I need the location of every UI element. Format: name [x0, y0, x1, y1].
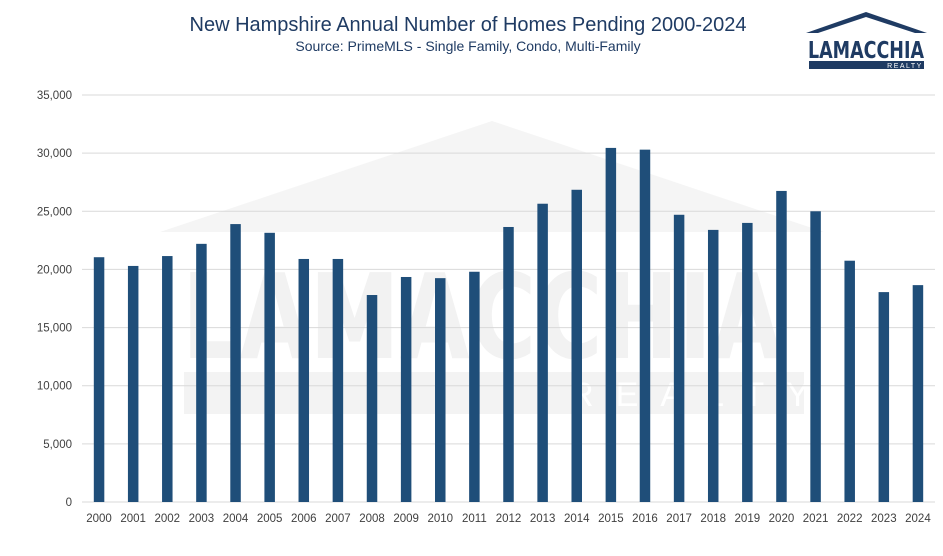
y-tick-label: 15,000 — [37, 323, 72, 335]
bar-2001 — [127, 265, 139, 502]
y-tick-label: 35,000 — [37, 90, 72, 102]
x-tick-label: 2022 — [837, 513, 863, 525]
x-tick-label: 2000 — [86, 513, 112, 525]
bar-2006 — [298, 258, 310, 502]
bar-2005 — [264, 232, 275, 502]
logo-tagline-band — [809, 61, 924, 69]
watermark-band — [184, 372, 804, 414]
bar-2003 — [196, 243, 207, 503]
bars — [93, 147, 924, 503]
x-tick-label: 2006 — [291, 513, 317, 525]
bar-2020 — [776, 190, 787, 502]
logo-tagline: REALTY — [887, 63, 923, 70]
x-tick-label: 2018 — [700, 513, 726, 525]
x-tick-label: 2003 — [189, 513, 215, 525]
y-tick-label: 20,000 — [37, 264, 72, 276]
y-tick-label: 0 — [66, 497, 72, 509]
bar-2024 — [912, 285, 924, 502]
company-logo: LAMACCHIA REALTY — [806, 12, 927, 70]
x-tick-label: 2013 — [530, 513, 556, 525]
y-axis-ticks: 0 5,000 10,000 15,000 20,000 25,000 30,000 35,0… — [37, 90, 72, 509]
x-tick-label: 2012 — [496, 513, 522, 525]
logo-name: LAMACCHIA — [808, 38, 924, 64]
bar-2021 — [810, 211, 821, 503]
bar-2016 — [639, 149, 651, 502]
bar-2002 — [162, 256, 173, 502]
x-axis-ticks: 2000 2001 2002 2003 2004 2005 2006 2007 2008 2009… — [86, 513, 931, 525]
watermark: LAMACCHIA REALTY — [160, 121, 824, 414]
x-tick-label: 2024 — [905, 513, 931, 525]
bar-2010 — [435, 278, 446, 502]
bar-2007 — [332, 258, 344, 502]
bar-2014 — [571, 189, 582, 502]
x-tick-label: 2015 — [598, 513, 624, 525]
x-tick-label: 2014 — [564, 513, 590, 525]
x-tick-label: 2008 — [359, 513, 385, 525]
bar-2013 — [537, 203, 548, 502]
x-tick-label: 2021 — [803, 513, 829, 525]
y-tick-label: 25,000 — [37, 206, 72, 218]
chart-subtitle: Source: PrimeMLS - Single Family, Condo,… — [295, 38, 640, 54]
x-tick-label: 2017 — [666, 513, 692, 525]
bar-2009 — [400, 276, 412, 502]
x-tick-label: 2011 — [462, 513, 487, 525]
y-tick-label: 5,000 — [43, 439, 72, 451]
x-tick-label: 2020 — [769, 513, 795, 525]
bar-2022 — [844, 260, 855, 502]
x-tick-label: 2019 — [735, 513, 761, 525]
x-tick-label: 2016 — [632, 513, 658, 525]
bar-2004 — [230, 224, 241, 502]
bar-2012 — [503, 226, 514, 502]
bar-2023 — [878, 292, 890, 502]
chart-title: New Hampshire Annual Number of Homes Pen… — [190, 14, 747, 36]
bar-2017 — [673, 214, 685, 502]
x-tick-label: 2001 — [120, 513, 146, 525]
x-tick-label: 2005 — [257, 513, 283, 525]
bar-2018 — [707, 229, 719, 503]
bar-2015 — [605, 147, 617, 502]
logo-roof-inner — [818, 17, 915, 33]
bar-2000 — [93, 257, 105, 502]
y-tick-label: 30,000 — [37, 148, 72, 160]
x-tick-label: 2004 — [223, 513, 249, 525]
bar-2008 — [366, 295, 378, 502]
x-tick-label: 2010 — [427, 513, 453, 525]
bar-2019 — [742, 222, 753, 502]
bar-2011 — [469, 271, 480, 502]
x-tick-label: 2009 — [393, 513, 419, 525]
y-tick-label: 10,000 — [37, 381, 72, 393]
x-tick-label: 2023 — [871, 513, 897, 525]
x-tick-label: 2007 — [325, 513, 351, 525]
x-tick-label: 2002 — [155, 513, 181, 525]
watermark-roof — [160, 121, 824, 232]
